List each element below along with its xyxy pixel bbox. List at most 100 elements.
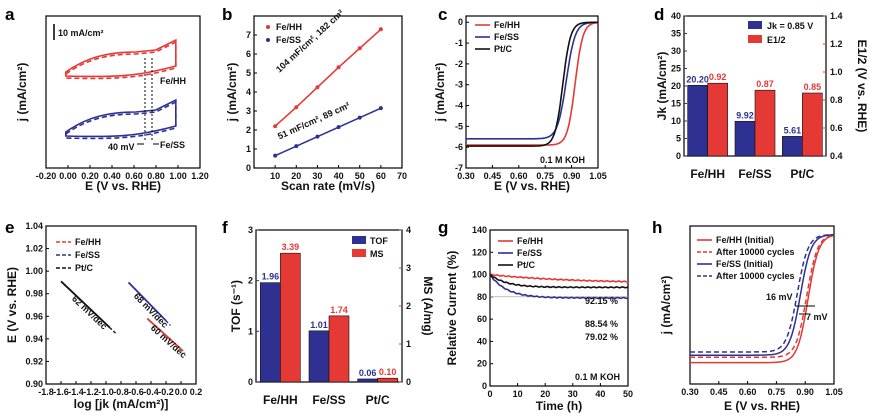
panel-b-fit-line [274, 28, 382, 127]
panel-b-point [378, 27, 383, 32]
fe-ss-cv-line [65, 98, 177, 138]
panel-f-bar-ms-label: 1.74 [330, 305, 348, 315]
panel-g-curve [489, 273, 629, 300]
panel-c-ytick-label: -6 [455, 142, 463, 152]
panel-b-legend-label: Fe/HH [276, 22, 302, 32]
panel-e-ylabel: E (V vs. RHE) [5, 267, 19, 343]
panel-d-right-ytick-label: 1.0 [830, 67, 843, 77]
panel-b-legend-label: Fe/SS [276, 35, 301, 45]
panel-c-ytick-label: -3 [455, 80, 463, 90]
panel-c-curve [466, 21, 598, 147]
panel-a-ylabel: j (mA/cm²) [15, 63, 29, 123]
panel-d-bar-ehalf [802, 92, 823, 157]
annotation-40mv: 40 mV [108, 142, 135, 152]
panel-d-right-ytick-label: 0.8 [830, 95, 843, 105]
panel-e-line-extension [109, 327, 117, 334]
panel-f-left-ytick-label: 2 [248, 276, 253, 286]
panel-c-curve [466, 21, 599, 140]
panel-a-xtick-label: 0.60 [125, 171, 143, 181]
panel-b-point [273, 153, 278, 158]
panel-f-category: Pt/C [366, 393, 390, 407]
panel-e-xtick-label: -1.0 [98, 387, 114, 397]
panel-f-bar-ms-label: 3.39 [282, 242, 300, 252]
panel-f-bar-tof-label: 1.96 [262, 272, 280, 282]
panel-e-label: e [5, 218, 14, 237]
panel-e-line [127, 281, 167, 322]
panel-e-ytick-label: 0.92 [25, 356, 43, 366]
panel-f-label: f [222, 218, 228, 237]
panel-e-xtick-label: -0.2 [158, 387, 174, 397]
panel-e-xtick-label: -0.6 [128, 387, 144, 397]
panel-d-label: d [654, 5, 664, 24]
panel-d-bar-jk-label: 20.20 [686, 74, 709, 84]
panel-h-xtick-label: 0.30 [681, 387, 699, 397]
panel-a-xtick-label: 0.40 [103, 171, 121, 181]
panel-e-xtick-label: -1.4 [68, 387, 84, 397]
annotation-fe-ss: Fe/SS [160, 140, 185, 150]
panel-c-annotation: 0.1 M KOH [540, 155, 585, 165]
panel-g-xtick-label: 20 [540, 389, 550, 399]
panel-c-ylabel: j (mA/cm²) [433, 63, 447, 123]
panel-g-xtick-label: 0 [487, 389, 492, 399]
panel-b-xlabel: Scan rate (mV/s) [281, 179, 375, 193]
panel-f-legend-label: MS [370, 249, 384, 259]
panel-e-line [60, 280, 111, 329]
panel-b-ytick-label: 3 [246, 106, 251, 116]
panel-c-ytick-label: -7 [455, 163, 463, 173]
panel-g-curve [489, 273, 629, 289]
panel-b-point [315, 134, 320, 139]
panel-d-legend-label: E1/2 [767, 35, 786, 45]
panel-h-curve [690, 234, 835, 359]
panel-e-xtick-label: 0.2 [190, 387, 203, 397]
panel-e-slope-label: 60 mV/dec [149, 323, 189, 360]
panel-d-bar-ehalf-label: 0.92 [709, 72, 727, 82]
panel-e-ytick-label: 1.00 [25, 266, 43, 276]
panel-e-xtick-label: -1.6 [53, 387, 69, 397]
panel-f-bar-tof-label: 0.06 [359, 368, 377, 378]
panel-e-slope-label: 68 mV/dec [132, 291, 170, 330]
panel-e-ytick-label: 0.96 [25, 311, 43, 321]
panel-d-bar-ehalf-label: 0.87 [756, 79, 774, 89]
panel-d-category: Fe/SS [738, 167, 771, 181]
panel-e-legend-label: Fe/SS [75, 250, 100, 260]
panel-f-category: Fe/HH [263, 393, 298, 407]
panel-a-frame [45, 15, 201, 169]
panel-g-value-label: 92.15 % [585, 296, 618, 306]
panel-g-legend-label: Pt/C [517, 260, 536, 270]
panel-f-legend-swatch [352, 236, 366, 244]
panel-g-ytick-label: 40 [477, 336, 487, 346]
panel-b-legend-marker [266, 25, 270, 29]
panel-d-bar-ehalf [707, 82, 728, 157]
scale-bar-label: 10 mA/cm² [58, 28, 104, 38]
panel-h-xtick-label: 0.90 [796, 387, 814, 397]
panel-d-left-ytick-label: 15 [671, 99, 681, 109]
panel-d-bar-ehalf [754, 89, 776, 157]
panel-c-ytick-label: -4 [455, 101, 463, 111]
panel-g-frame [489, 229, 629, 387]
panel-e-ytick-label: 0.90 [25, 379, 43, 389]
panel-b-point [273, 124, 278, 129]
panel-e-xtick-label: -1.2 [83, 387, 99, 397]
panel-g-curve [489, 273, 628, 283]
panel-d-left-ytick-label: 5 [676, 134, 681, 144]
panel-f-left-ytick-label: 3 [248, 225, 253, 235]
panel-d-category: Pt/C [790, 167, 814, 181]
panel-b-xtick-label: 60 [376, 171, 386, 181]
panel-f-category: Fe/SS [312, 393, 345, 407]
panel-b-point [294, 105, 299, 110]
panel-g-xtick-label: 30 [568, 389, 578, 399]
panel-b-ytick-label: 0 [246, 163, 251, 173]
panel-f-right-ytick-label: 3 [406, 263, 411, 273]
panel-c-curve [466, 21, 599, 146]
panel-d-bar-jk [734, 120, 756, 157]
panel-e-xtick-label: -0.4 [143, 387, 159, 397]
panel-e-ytick-label: 1.04 [25, 221, 43, 231]
panel-f-right-ytick-label: 0 [406, 377, 411, 387]
panel-a-xlabel: E (V vs. RHE) [85, 179, 161, 193]
fe-hh-cv-dashed [65, 40, 177, 80]
panel-h-shift-label: 16 mV [766, 292, 793, 302]
panel-f-bar-tof [260, 282, 281, 383]
panel-d-left-ytick-label: 30 [671, 46, 681, 56]
panel-b-label: b [222, 5, 232, 24]
panel-e-ytick-label: 1.02 [25, 244, 43, 254]
